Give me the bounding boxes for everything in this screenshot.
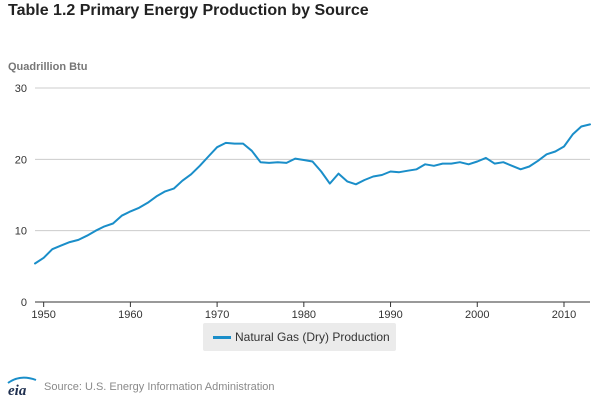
legend-label: Natural Gas (Dry) Production bbox=[235, 330, 390, 344]
y-tick-label: 10 bbox=[15, 226, 27, 238]
x-tick-label: 1990 bbox=[378, 309, 402, 321]
eia-logo-text: eia bbox=[8, 383, 27, 398]
y-tick-label: 20 bbox=[15, 154, 27, 166]
x-tick-label: 2000 bbox=[465, 309, 489, 321]
legend[interactable]: Natural Gas (Dry) Production bbox=[203, 323, 396, 351]
y-tick-label: 0 bbox=[21, 297, 27, 309]
x-tick-label: 1980 bbox=[292, 309, 316, 321]
footer: eia Source: U.S. Energy Information Admi… bbox=[6, 374, 406, 398]
x-tick-label: 1960 bbox=[118, 309, 142, 321]
x-tick-label: 1970 bbox=[205, 309, 229, 321]
x-tick-label: 2010 bbox=[552, 309, 576, 321]
eia-logo-icon[interactable]: eia bbox=[6, 374, 40, 398]
chart-title: Table 1.2 Primary Energy Production by S… bbox=[8, 2, 369, 19]
source-note: Source: U.S. Energy Information Administ… bbox=[44, 381, 275, 393]
y-axis-units-label: Quadrillion Btu bbox=[8, 61, 88, 73]
y-tick-label: 30 bbox=[15, 83, 27, 95]
legend-swatch bbox=[213, 336, 231, 339]
series-line-natural-gas bbox=[34, 123, 591, 265]
x-tick-label: 1950 bbox=[31, 309, 55, 321]
